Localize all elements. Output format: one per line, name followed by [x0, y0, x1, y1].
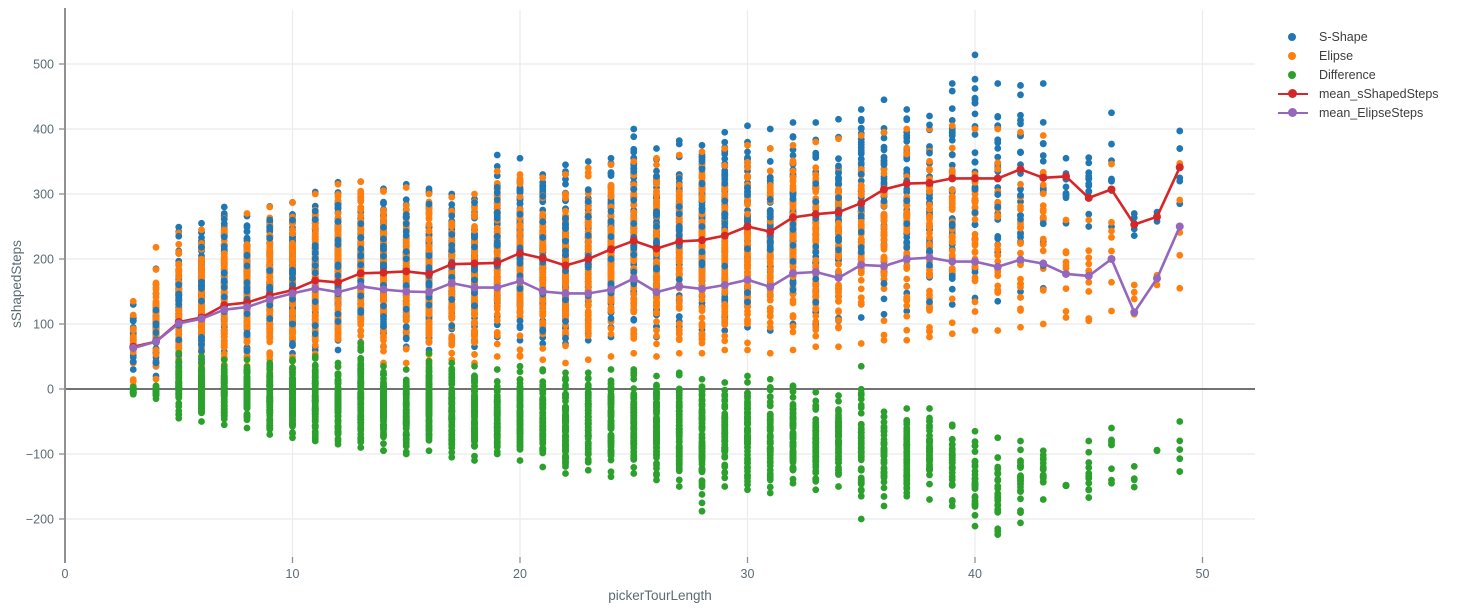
y-axis-title: sShapedSteps	[9, 240, 24, 328]
legend-item-mean-sshapedsteps[interactable]: mean_sShapedSteps	[1277, 84, 1439, 103]
series-elipse-points	[130, 122, 1183, 391]
legend-item-elipse[interactable]: Elipse	[1277, 46, 1439, 65]
legend-dot-icon	[1277, 49, 1315, 63]
legend-item-difference[interactable]: Difference	[1277, 65, 1439, 84]
legend-dot-icon	[1277, 68, 1315, 82]
legend-item-mean-elipsesteps[interactable]: mean_ElipseSteps	[1277, 103, 1439, 122]
legend: S-Shape Elipse Difference mean_sShapedSteps…	[1277, 27, 1439, 122]
legend-line-dot-icon	[1277, 106, 1315, 120]
legend-label: mean_ElipseSteps	[1315, 106, 1423, 120]
series-difference-points	[130, 340, 1183, 538]
gridlines	[65, 10, 1255, 557]
legend-label: Difference	[1315, 68, 1376, 82]
legend-line-dot-icon	[1277, 87, 1315, 101]
legend-dot-icon	[1277, 30, 1315, 44]
x-axis-title: pickerTourLength	[608, 588, 712, 603]
legend-label: Elipse	[1315, 49, 1353, 63]
legend-label: mean_sShapedSteps	[1315, 87, 1439, 101]
legend-item-s-shape[interactable]: S-Shape	[1277, 27, 1439, 46]
legend-label: S-Shape	[1315, 30, 1368, 44]
